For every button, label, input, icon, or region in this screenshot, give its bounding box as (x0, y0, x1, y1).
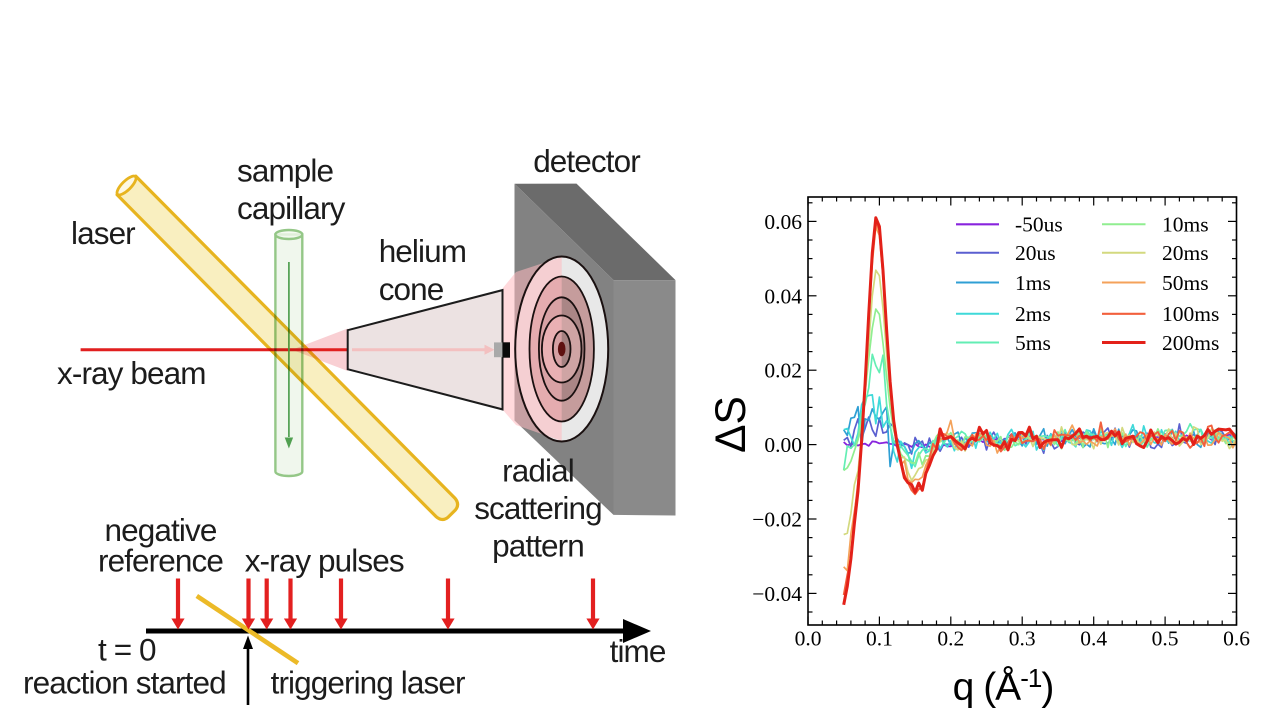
svg-text:0.6: 0.6 (1223, 627, 1250, 651)
svg-text:cone: cone (379, 271, 444, 307)
svg-text:50ms: 50ms (1162, 271, 1209, 295)
svg-text:capillary: capillary (237, 190, 346, 226)
svg-text:−0.04: −0.04 (752, 582, 802, 606)
svg-text:laser: laser (71, 215, 135, 251)
svg-text:0.3: 0.3 (1009, 627, 1036, 651)
svg-text:0.2: 0.2 (937, 627, 964, 651)
svg-text:negative: negative (105, 512, 217, 548)
svg-text:0.4: 0.4 (1080, 627, 1107, 651)
svg-text:0.00: 0.00 (764, 433, 802, 457)
svg-text:200ms: 200ms (1162, 331, 1219, 355)
svg-text:−0.02: −0.02 (752, 508, 802, 532)
svg-text:0.06: 0.06 (764, 210, 802, 234)
svg-text:sample: sample (237, 153, 334, 189)
svg-text:0.04: 0.04 (764, 284, 802, 308)
svg-text:reference: reference (98, 543, 223, 579)
svg-text:-50us: -50us (1015, 213, 1063, 237)
svg-text:0.5: 0.5 (1152, 627, 1179, 651)
svg-text:0.0: 0.0 (795, 627, 822, 651)
svg-text:helium: helium (379, 233, 466, 269)
svg-text:0.1: 0.1 (866, 627, 893, 651)
svg-text:5ms: 5ms (1015, 331, 1051, 355)
svg-text:20ms: 20ms (1162, 241, 1209, 265)
svg-text:100ms: 100ms (1162, 302, 1219, 326)
svg-text:2ms: 2ms (1015, 302, 1051, 326)
svg-text:20us: 20us (1015, 241, 1056, 265)
svg-text:detector: detector (533, 143, 640, 179)
svg-text:time: time (610, 633, 666, 669)
svg-text:ΔS: ΔS (708, 396, 755, 453)
svg-text:t = 0: t = 0 (98, 631, 156, 667)
svg-text:10ms: 10ms (1162, 213, 1209, 237)
svg-text:radial: radial (502, 453, 574, 489)
svg-text:1ms: 1ms (1015, 271, 1051, 295)
svg-text:q (Å-1): q (Å-1) (953, 663, 1054, 709)
svg-text:scattering: scattering (474, 490, 602, 526)
svg-text:x-ray beam: x-ray beam (57, 355, 206, 391)
svg-text:0.02: 0.02 (764, 359, 802, 383)
svg-text:pattern: pattern (492, 528, 584, 564)
svg-text:x-ray pulses: x-ray pulses (245, 543, 404, 579)
svg-text:triggering laser: triggering laser (271, 664, 465, 700)
svg-text:reaction started: reaction started (23, 664, 226, 700)
